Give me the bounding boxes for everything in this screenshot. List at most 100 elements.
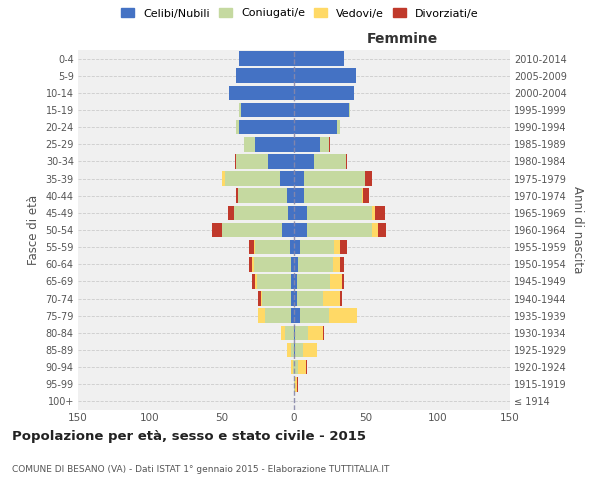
Bar [294, 68, 356, 83]
Bar [225, 172, 280, 186]
Bar [290, 240, 294, 254]
Bar [291, 274, 294, 288]
Bar [244, 137, 255, 152]
Bar [281, 326, 286, 340]
Bar [291, 257, 294, 272]
Bar [307, 206, 372, 220]
Bar [287, 188, 294, 203]
Bar [294, 360, 298, 374]
Bar [293, 360, 294, 374]
Bar [268, 154, 294, 168]
Bar [323, 326, 324, 340]
Bar [372, 206, 374, 220]
Bar [258, 292, 261, 306]
Bar [295, 326, 308, 340]
Bar [222, 172, 225, 186]
Bar [307, 222, 372, 238]
Bar [283, 222, 294, 238]
Bar [291, 292, 294, 306]
Bar [300, 308, 329, 323]
Bar [294, 342, 295, 357]
Bar [239, 52, 294, 66]
Bar [349, 102, 350, 118]
Bar [291, 308, 294, 323]
Bar [236, 154, 268, 168]
Bar [302, 342, 317, 357]
Bar [255, 274, 257, 288]
Bar [298, 360, 305, 374]
Bar [297, 274, 330, 288]
Bar [254, 240, 255, 254]
Bar [294, 308, 300, 323]
Bar [294, 86, 355, 100]
Bar [257, 274, 291, 288]
Bar [261, 292, 262, 306]
Bar [239, 102, 241, 118]
Bar [288, 206, 294, 220]
Bar [294, 222, 307, 238]
Bar [294, 326, 295, 340]
Bar [329, 308, 358, 323]
Bar [258, 308, 265, 323]
Bar [235, 154, 236, 168]
Legend: Celibi/Nubili, Coniugati/e, Vedovi/e, Divorziati/e: Celibi/Nubili, Coniugati/e, Vedovi/e, Di… [121, 8, 479, 18]
Bar [298, 257, 333, 272]
Bar [372, 222, 377, 238]
Bar [346, 154, 347, 168]
Bar [291, 342, 294, 357]
Bar [236, 68, 294, 83]
Bar [252, 274, 255, 288]
Y-axis label: Anni di nascita: Anni di nascita [571, 186, 584, 274]
Bar [294, 137, 320, 152]
Bar [323, 292, 340, 306]
Bar [228, 206, 233, 220]
Bar [333, 257, 340, 272]
Bar [304, 188, 362, 203]
Bar [308, 326, 323, 340]
Bar [229, 86, 294, 100]
Text: Popolazione per età, sesso e stato civile - 2015: Popolazione per età, sesso e stato civil… [12, 430, 366, 443]
Bar [241, 102, 294, 118]
Bar [287, 342, 291, 357]
Y-axis label: Fasce di età: Fasce di età [27, 195, 40, 265]
Bar [294, 240, 300, 254]
Bar [340, 292, 341, 306]
Bar [320, 137, 329, 152]
Bar [236, 120, 239, 134]
Bar [262, 292, 291, 306]
Bar [363, 188, 369, 203]
Bar [236, 188, 238, 203]
Bar [305, 360, 307, 374]
Bar [297, 377, 298, 392]
Bar [341, 274, 344, 288]
Bar [294, 154, 314, 168]
Bar [340, 257, 344, 272]
Bar [334, 240, 340, 254]
Bar [255, 240, 290, 254]
Bar [295, 377, 297, 392]
Text: COMUNE DI BESANO (VA) - Dati ISTAT 1° gennaio 2015 - Elaborazione TUTTITALIA.IT: COMUNE DI BESANO (VA) - Dati ISTAT 1° ge… [12, 465, 389, 474]
Bar [294, 257, 298, 272]
Bar [294, 120, 337, 134]
Bar [300, 240, 334, 254]
Bar [340, 240, 347, 254]
Bar [297, 292, 323, 306]
Bar [254, 257, 291, 272]
Bar [250, 240, 254, 254]
Bar [330, 274, 341, 288]
Bar [377, 222, 386, 238]
Bar [239, 120, 294, 134]
Bar [294, 292, 297, 306]
Bar [294, 52, 344, 66]
Bar [252, 257, 254, 272]
Bar [233, 206, 288, 220]
Bar [265, 308, 291, 323]
Bar [286, 326, 294, 340]
Bar [304, 172, 365, 186]
Bar [337, 120, 340, 134]
Bar [294, 188, 304, 203]
Bar [294, 377, 295, 392]
Bar [250, 257, 252, 272]
Bar [238, 188, 287, 203]
Bar [294, 206, 307, 220]
